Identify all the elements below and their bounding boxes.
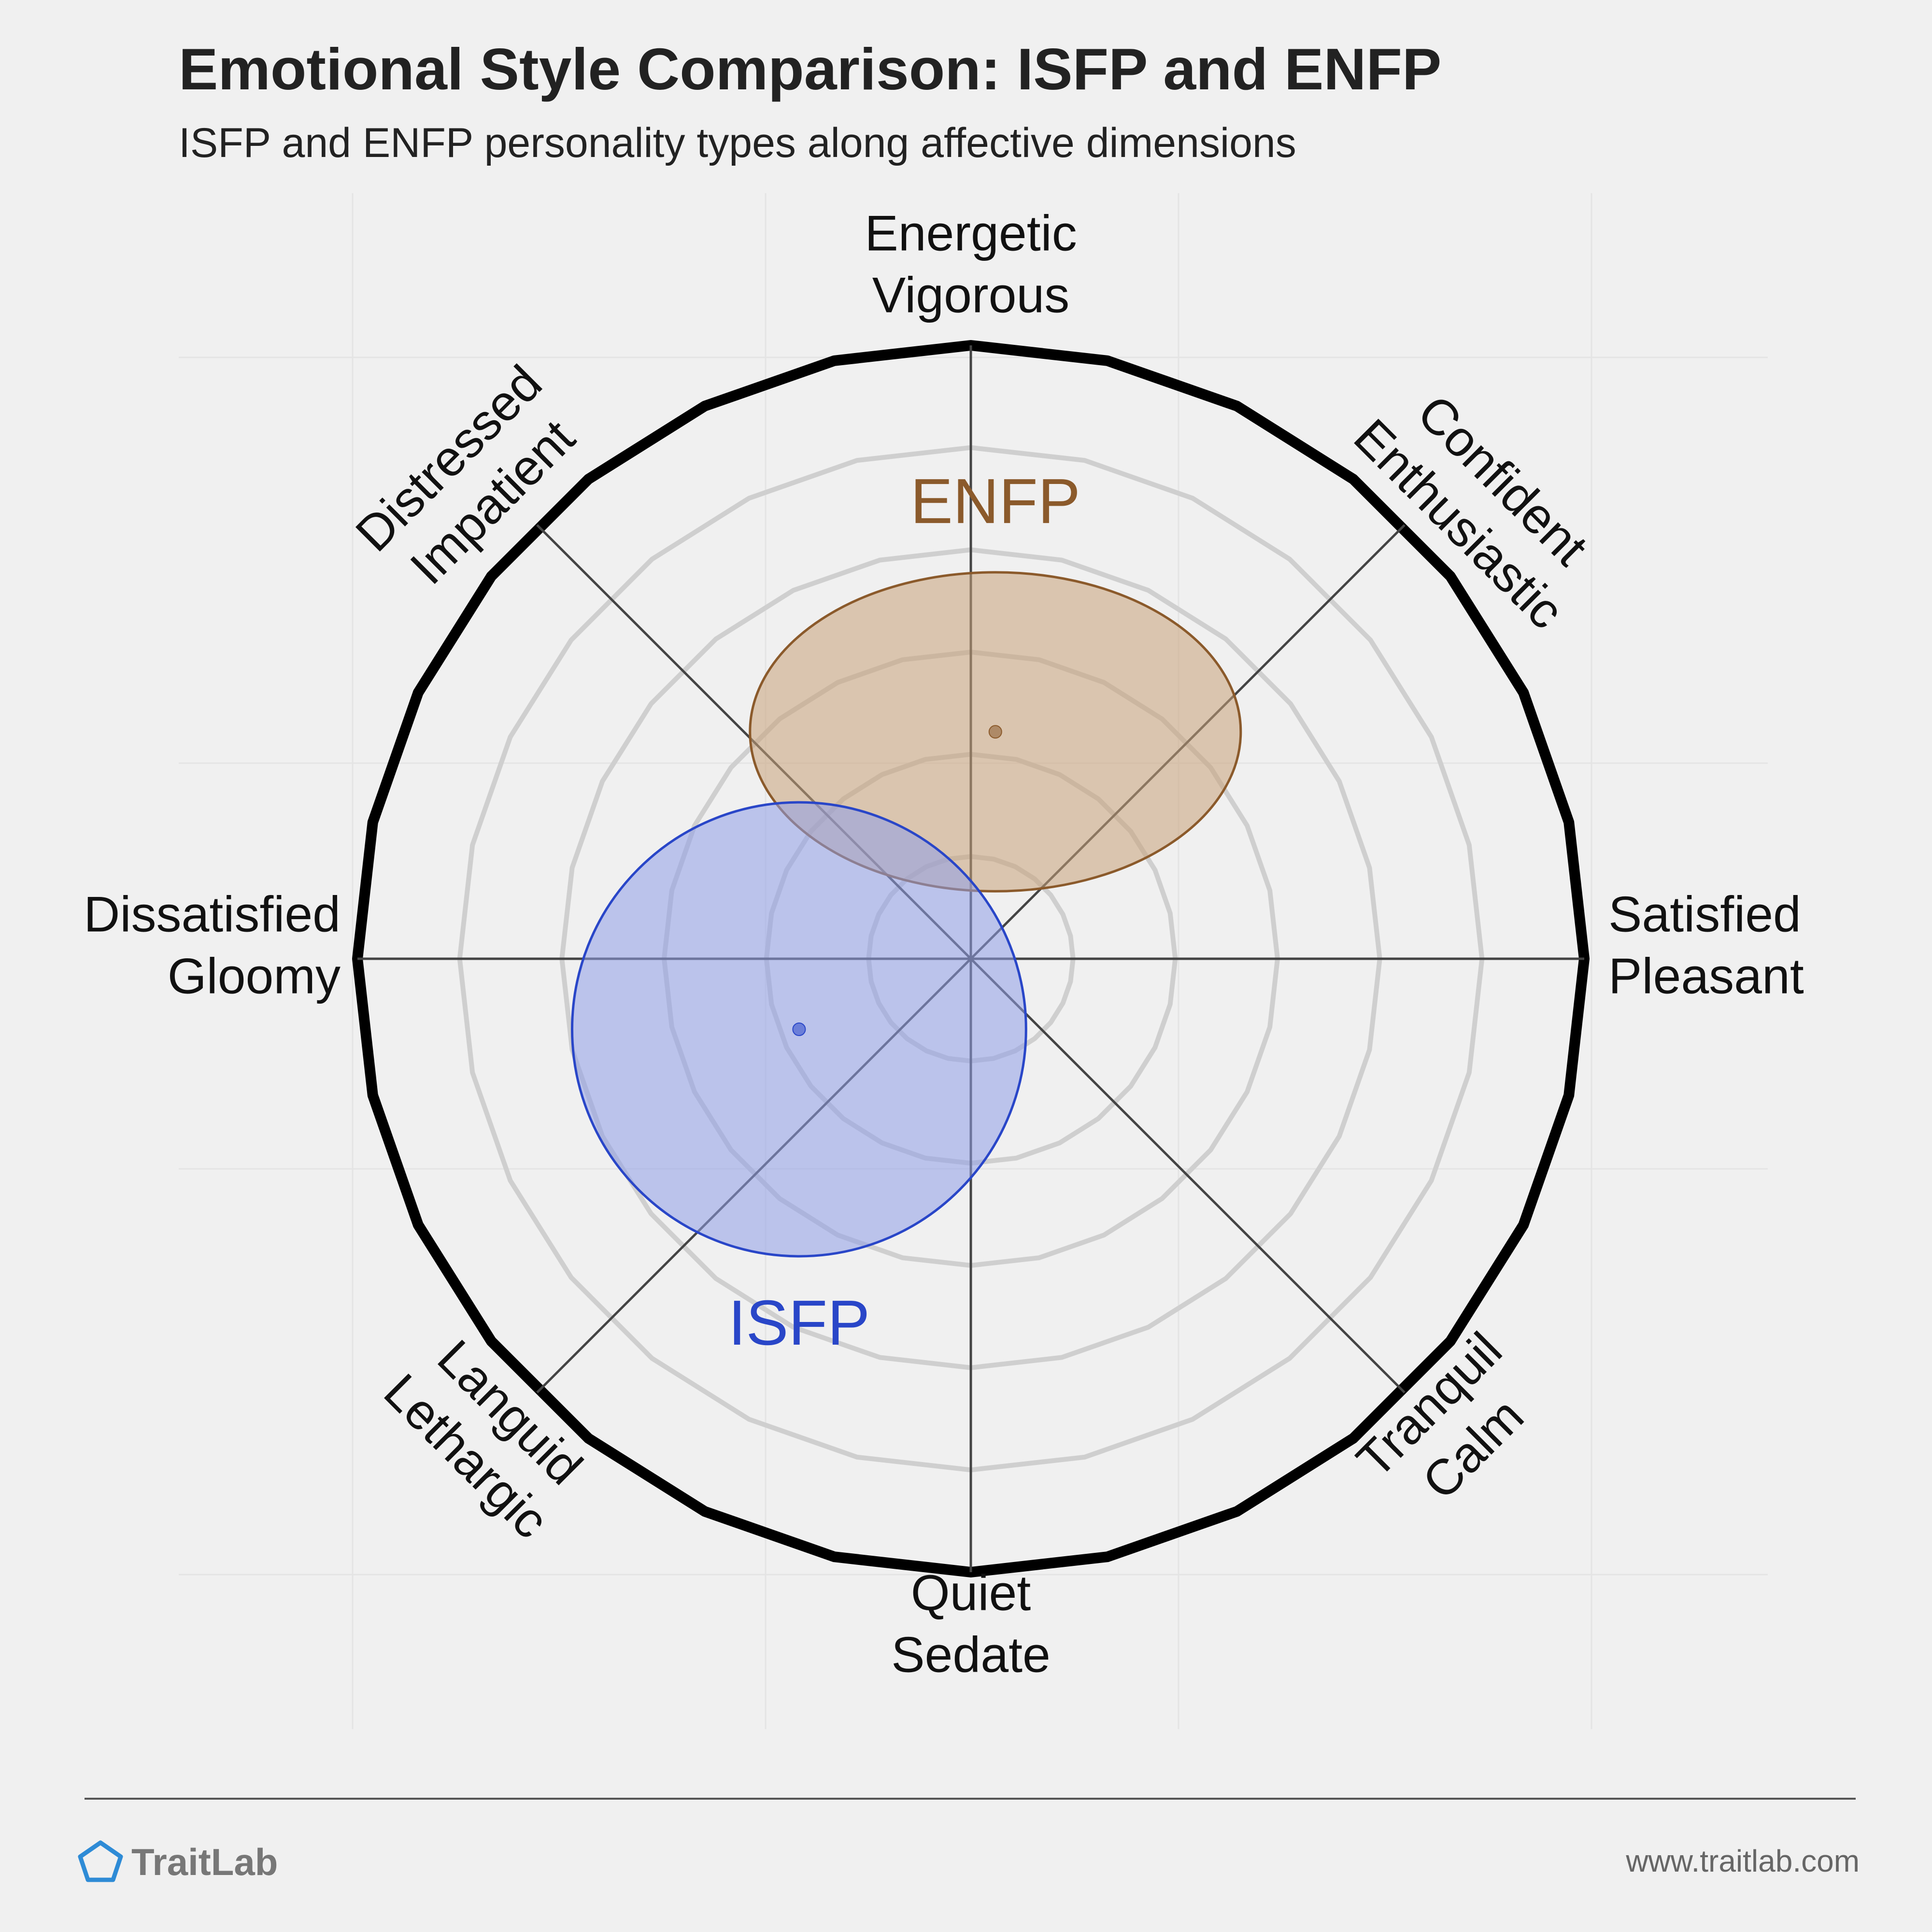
label-isfp: ISFP xyxy=(728,1287,870,1358)
axis-label-bottom: Quiet Sedate xyxy=(891,1565,1051,1683)
chart-subtitle: ISFP and ENFP personality types along af… xyxy=(179,120,1296,166)
axis-label-text: Energetic xyxy=(865,205,1077,261)
label-enfp: ENFP xyxy=(910,466,1080,537)
axis-label-text: Pleasant xyxy=(1608,948,1804,1004)
axis-label-top: Energetic Vigorous xyxy=(865,205,1077,323)
axis-label-text: Sedate xyxy=(891,1627,1051,1683)
brand-name: TraitLab xyxy=(131,1841,278,1883)
type-regions: ENFP ISFP xyxy=(571,466,1242,1358)
axis-label-text: Satisfied xyxy=(1608,886,1801,942)
chart-title: Emotional Style Comparison: ISFP and ENF… xyxy=(179,36,1441,102)
axis-label-text: Dissatisfied xyxy=(84,886,341,942)
point-enfp xyxy=(988,725,1002,739)
point-isfp xyxy=(792,1023,806,1037)
axis-label-left: Dissatisfied Gloomy xyxy=(84,886,341,1004)
pentagon-logo-icon xyxy=(78,1840,123,1882)
axis-label-text: Vigorous xyxy=(872,267,1070,323)
axis-label-text: Quiet xyxy=(911,1565,1031,1621)
footer-url: www.traitlab.com xyxy=(1625,1844,1860,1878)
axis-label-text: Gloomy xyxy=(168,948,341,1004)
axis-label-right: Satisfied Pleasant xyxy=(1608,886,1804,1004)
